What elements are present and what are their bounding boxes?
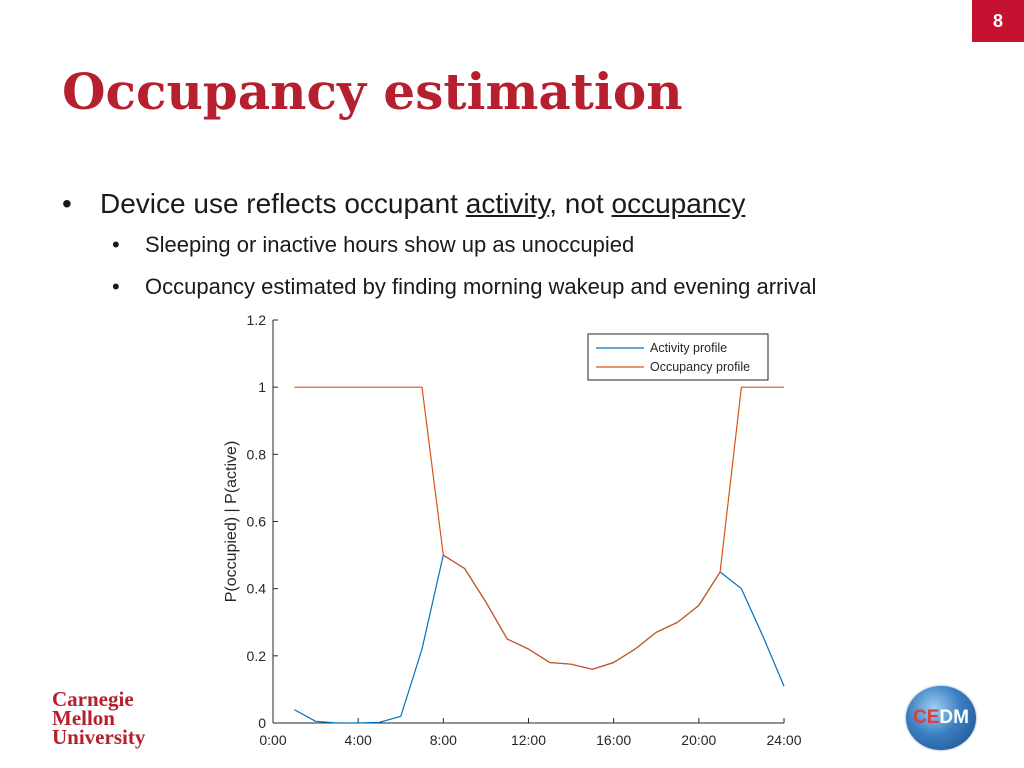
x-tick-label: 0:00 (259, 732, 286, 748)
x-tick-label: 8:00 (430, 732, 457, 748)
y-axis-label: P(occupied) | P(active) (223, 441, 240, 603)
sub-bullet-sleeping: Sleeping or inactive hours show up as un… (62, 230, 982, 260)
legend-label: Activity profile (650, 341, 727, 355)
sub-bullet-estimation: Occupancy estimated by finding morning w… (62, 272, 982, 302)
x-tick-label: 4:00 (345, 732, 372, 748)
y-tick-label: 0 (258, 715, 266, 731)
y-tick-label: 0.2 (247, 648, 267, 664)
occupancy-profile-line (294, 386, 784, 670)
y-tick-label: 0.4 (247, 581, 267, 597)
cedm-logo-text: CEDM (913, 707, 969, 728)
bullet-main: Device use reflects occupant activity, n… (62, 186, 982, 222)
occupancy-underlined: occupancy (611, 188, 746, 219)
x-tick-label: 16:00 (596, 732, 631, 748)
x-tick-label: 24:00 (766, 732, 801, 748)
y-tick-label: 1.2 (247, 312, 267, 328)
slide-title: Occupancy estimation (62, 62, 683, 121)
x-tick-label: 12:00 (511, 732, 546, 748)
y-tick-label: 0.6 (247, 514, 267, 530)
activity-underlined: activity (465, 188, 550, 219)
cmu-logo-line-2: Mellon (52, 706, 115, 730)
legend-label: Occupancy profile (650, 360, 750, 374)
cmu-logo-line-1: Carnegie (52, 687, 134, 711)
cmu-logo-line-3: University (52, 725, 146, 749)
activity-profile-line (294, 554, 785, 724)
x-tick-label: 20:00 (681, 732, 716, 748)
bullet-main-text: Device use reflects occupant (100, 188, 466, 219)
cmu-logo: Carnegie Mellon University (52, 687, 146, 749)
y-tick-label: 0.8 (247, 446, 267, 462)
bullet-list: Device use reflects occupant activity, n… (62, 186, 982, 302)
legend-box (587, 333, 769, 381)
cedm-globe-logo: CEDM (906, 686, 976, 750)
y-tick-label: 1 (258, 379, 266, 395)
page-number-badge: 8 (972, 0, 1024, 42)
bullet-main-connector: , not (549, 188, 612, 219)
